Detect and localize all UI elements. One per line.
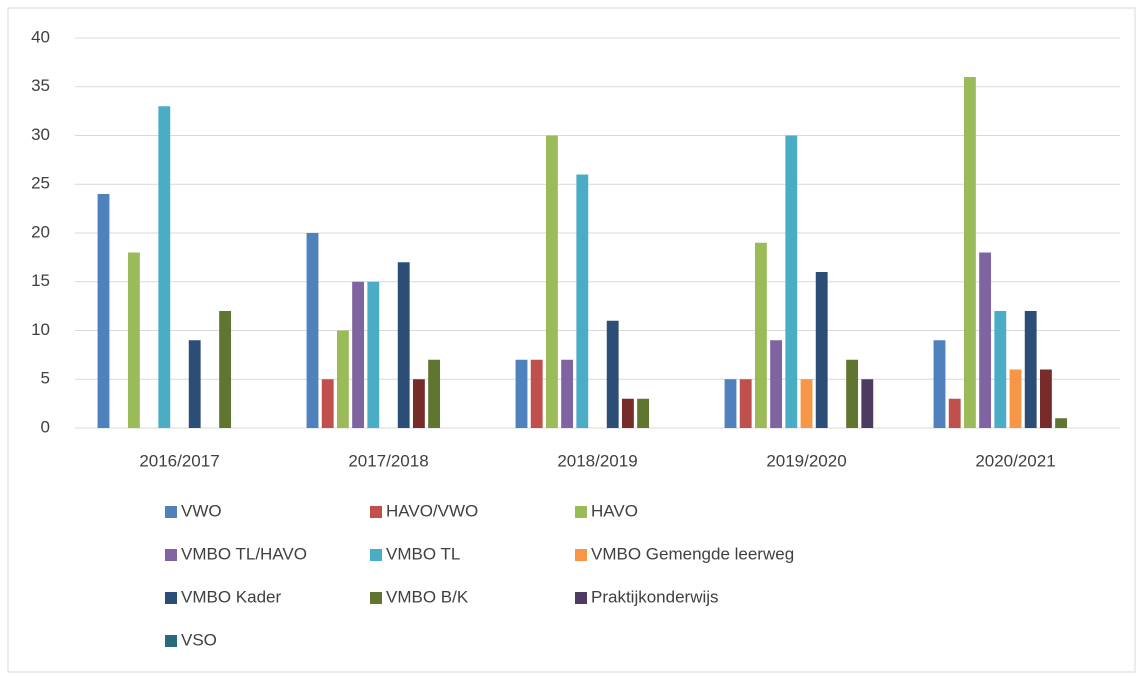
bar [933, 340, 946, 428]
legend-label: VWO [181, 501, 222, 520]
legend-label: VMBO B/K [386, 587, 469, 606]
legend-swatch [370, 506, 382, 518]
x-tick-label: 2019/2020 [766, 451, 846, 470]
bar [561, 359, 574, 428]
y-tick-label: 25 [31, 174, 50, 193]
bar [188, 340, 201, 428]
legend-swatch [575, 592, 587, 604]
bar [1055, 418, 1068, 428]
legend-swatch [165, 506, 177, 518]
legend-swatch [165, 635, 177, 647]
bar [754, 242, 767, 428]
bar [127, 252, 140, 428]
y-tick-label: 35 [31, 76, 50, 95]
x-tick-label: 2016/2017 [139, 451, 219, 470]
legend-swatch [575, 506, 587, 518]
bar [352, 281, 365, 428]
bar [336, 330, 349, 428]
bar [545, 135, 558, 428]
bar [846, 359, 859, 428]
bar [637, 398, 650, 428]
bar [1039, 369, 1052, 428]
y-tick-label: 5 [41, 369, 50, 388]
bar [367, 281, 380, 428]
bar [800, 379, 813, 428]
bar [606, 320, 619, 428]
legend-label: VMBO Gemengde leerweg [591, 544, 794, 563]
bar [785, 135, 798, 428]
x-tick-label: 2018/2019 [557, 451, 637, 470]
bar [412, 379, 425, 428]
bar [770, 340, 783, 428]
legend-label: VMBO TL [386, 544, 460, 563]
chart-frame [7, 7, 1136, 673]
legend-label: VSO [181, 630, 217, 649]
y-tick-label: 15 [31, 271, 50, 290]
legend-label: VMBO TL/HAVO [181, 544, 307, 563]
bar [158, 106, 171, 428]
bar [97, 194, 110, 428]
bar [724, 379, 737, 428]
legend-swatch [165, 592, 177, 604]
bar [948, 398, 961, 428]
bar [306, 233, 319, 428]
x-tick-label: 2020/2021 [975, 451, 1055, 470]
y-tick-label: 20 [31, 222, 50, 241]
bar [963, 77, 976, 428]
y-tick-label: 40 [31, 27, 50, 46]
bar [1009, 369, 1022, 428]
legend-label: VMBO Kader [181, 587, 281, 606]
bar [621, 398, 634, 428]
y-tick-label: 10 [31, 320, 50, 339]
bar [994, 311, 1007, 428]
bar [321, 379, 334, 428]
bar [861, 379, 874, 428]
legend-swatch [575, 549, 587, 561]
bar [815, 272, 828, 428]
legend-label: HAVO/VWO [386, 501, 478, 520]
bar [1024, 311, 1037, 428]
bar [515, 359, 528, 428]
legend-label: Praktijkonderwijs [591, 587, 719, 606]
bar [219, 311, 232, 428]
legend-swatch [370, 549, 382, 561]
bar [530, 359, 543, 428]
legend-swatch [370, 592, 382, 604]
legend-label: HAVO [591, 501, 638, 520]
x-tick-label: 2017/2018 [348, 451, 428, 470]
bar [576, 174, 589, 428]
y-tick-label: 0 [41, 417, 50, 436]
bar [428, 359, 441, 428]
bar [979, 252, 992, 428]
bar [739, 379, 752, 428]
y-tick-label: 30 [31, 125, 50, 144]
legend-swatch [165, 549, 177, 561]
bar [397, 262, 410, 428]
